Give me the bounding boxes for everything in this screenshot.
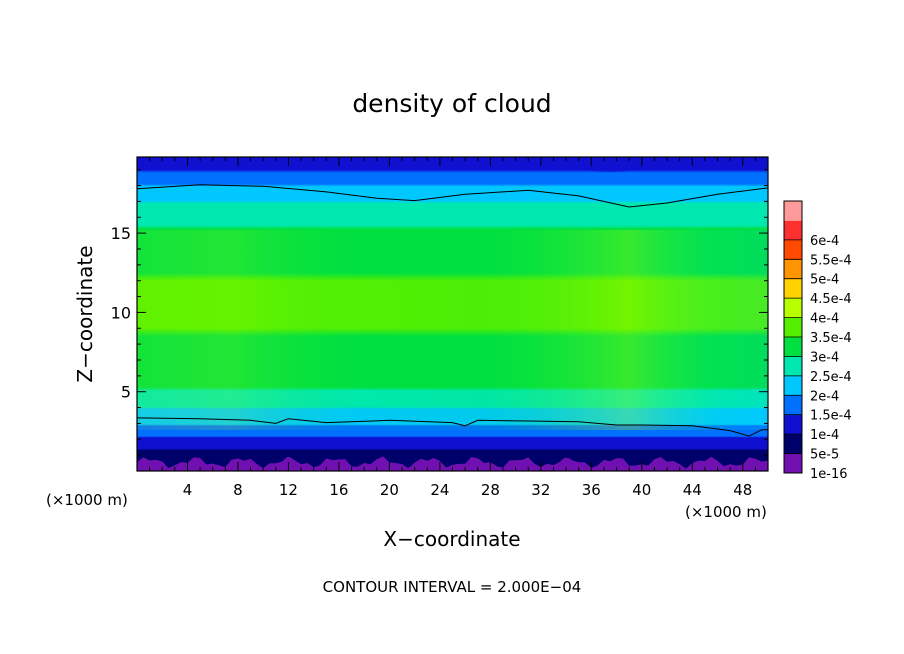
colorbar-label: 4.5e-4 [810, 292, 852, 307]
colorbar-label: 1.5e-4 [810, 409, 852, 424]
x-tick-label: 16 [329, 481, 348, 499]
contour-lines [137, 184, 768, 437]
colorbar-bin [784, 414, 802, 435]
contour-line-2 [137, 417, 768, 437]
colorbar-bin [784, 395, 802, 416]
x-tick-label: 28 [481, 481, 500, 499]
chart-title: density of cloud [352, 89, 551, 118]
colorbar-bin [784, 453, 802, 474]
colorbar-bin [784, 337, 802, 357]
colorbar-bin [784, 201, 802, 221]
ground-fringe [137, 450, 768, 471]
x-tick-label: 4 [183, 481, 193, 499]
colorbar-label: 5e-5 [810, 448, 839, 463]
x-unit-right: (×1000 m) [685, 503, 767, 521]
colorbar-bin [784, 356, 802, 377]
colorbar-label: 1e-16 [810, 467, 848, 482]
colorbar-bin [784, 375, 802, 396]
x-axis: 4 8 12 16 20 24 28 32 36 40 44 48 [149, 157, 756, 499]
plot-area [137, 157, 768, 471]
x-tick-label: 40 [632, 481, 651, 499]
x-tick-label: 36 [582, 481, 601, 499]
x-tick-label: 8 [233, 481, 243, 499]
colorbar-bin [784, 259, 802, 280]
y-tick-label: 5 [121, 383, 131, 402]
x-tick-label: 12 [279, 481, 298, 499]
ground-fringe-purple [137, 456, 768, 471]
colorbar-bin [784, 239, 802, 260]
y-axis: 5 10 15 [111, 169, 768, 456]
x-tick-label: 44 [683, 481, 702, 499]
colorbar-bin [784, 298, 802, 318]
colorbar-label: 2e-4 [810, 389, 839, 404]
x-tick-label: 20 [380, 481, 399, 499]
density-field-variation [137, 230, 768, 430]
colorbar-label: 2.5e-4 [810, 370, 852, 385]
x-tick-label: 32 [531, 481, 550, 499]
y-tick-label: 15 [111, 224, 131, 243]
ground-fringe-dark [137, 450, 768, 459]
colorbar: 1e-16 5e-5 1e-4 1.5e-4 2e-4 2.5e-4 3e-4 3.5e-4 4… [783, 200, 852, 482]
contour-line-1 [137, 184, 768, 208]
x-tick-label: 48 [733, 481, 752, 499]
colorbar-bin [784, 317, 802, 338]
x-unit-left: (×1000 m) [46, 491, 128, 509]
colorbar-bin [784, 434, 802, 454]
y-axis-label: Z−coordinate [73, 245, 97, 382]
x-axis-label: X−coordinate [383, 527, 520, 551]
colorbar-label: 3e-4 [810, 350, 839, 365]
colorbar-label: 6e-4 [810, 234, 839, 249]
contour-interval-note: CONTOUR INTERVAL = 2.000E−04 [323, 578, 582, 596]
colorbar-label: 4e-4 [810, 312, 839, 327]
y-tick-label: 10 [111, 303, 131, 322]
colorbar-label: 1e-4 [810, 428, 839, 443]
x-tick-label: 24 [430, 481, 449, 499]
colorbar-label: 3.5e-4 [810, 331, 852, 346]
colorbar-bin [784, 220, 802, 241]
colorbar-bin [784, 278, 802, 299]
colorbar-label: 5e-4 [810, 273, 839, 288]
colorbar-label: 5.5e-4 [810, 253, 852, 268]
top-low-density-patch [570, 157, 650, 172]
